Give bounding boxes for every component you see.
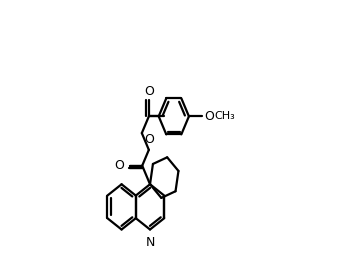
Text: O: O	[144, 133, 154, 146]
Text: CH₃: CH₃	[215, 111, 235, 121]
Text: O: O	[144, 85, 154, 98]
Text: O: O	[205, 110, 215, 123]
Text: O: O	[115, 159, 125, 172]
Text: N: N	[145, 236, 155, 249]
